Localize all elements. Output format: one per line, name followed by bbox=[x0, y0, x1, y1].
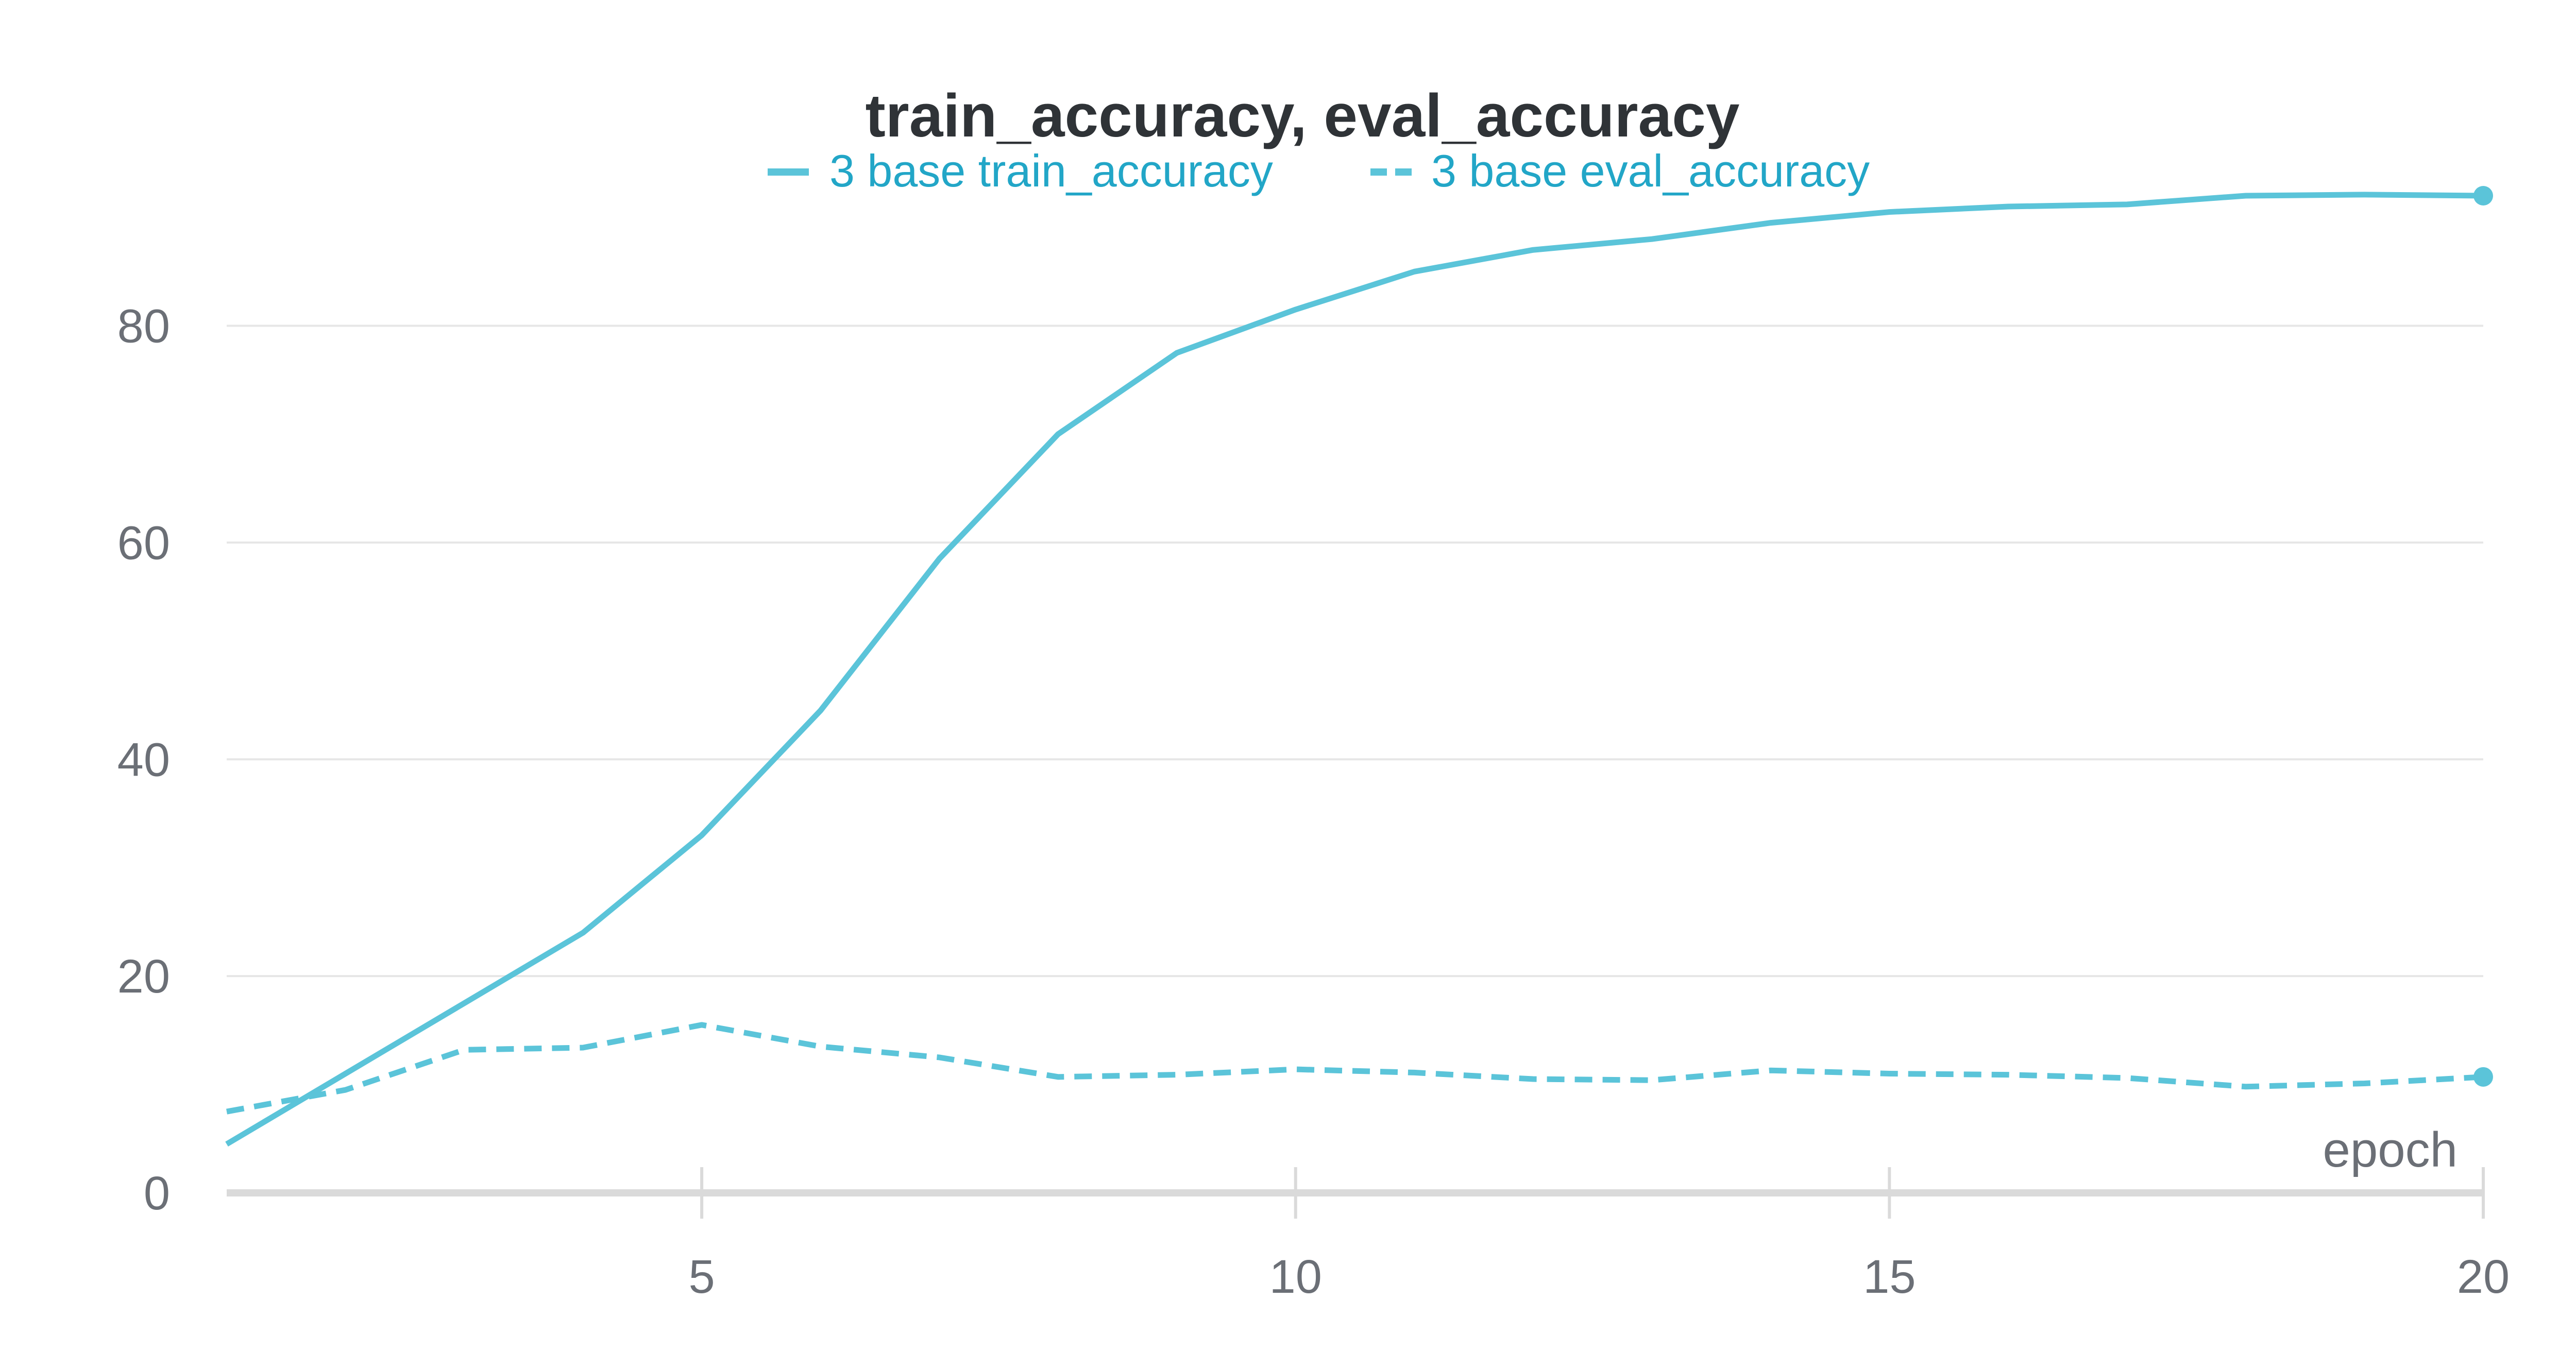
legend-label-0: 3 base train_accuracy bbox=[829, 145, 1273, 196]
x-tick-label: 15 bbox=[1863, 1251, 1916, 1303]
y-tick-label: 0 bbox=[144, 1167, 170, 1220]
axes bbox=[227, 1167, 2485, 1219]
legend-label-1: 3 base eval_accuracy bbox=[1431, 145, 1870, 196]
x-tick-label: 20 bbox=[2457, 1251, 2510, 1303]
y-tick-label: 20 bbox=[117, 950, 170, 1003]
series-group bbox=[225, 186, 2493, 1147]
chart-title: train_accuracy, eval_accuracy bbox=[866, 82, 1740, 150]
tick-labels: 0 20 40 60 80 5 10 15 20 bbox=[117, 300, 2510, 1303]
series-line-0 bbox=[225, 192, 2484, 1147]
x-axis-label: epoch bbox=[2323, 1122, 2458, 1177]
series-end-marker-1 bbox=[2473, 1067, 2493, 1087]
gridlines bbox=[227, 324, 2483, 978]
x-tick-label: 10 bbox=[1269, 1251, 1322, 1303]
y-tick-label: 60 bbox=[117, 517, 170, 569]
series-line-1 bbox=[226, 1022, 2484, 1115]
series-end-marker-0 bbox=[2473, 186, 2493, 206]
legend: 3 base train_accuracy 3 base eval_accurac… bbox=[768, 145, 1870, 196]
x-tick-label: 5 bbox=[689, 1251, 715, 1303]
y-tick-label: 80 bbox=[117, 300, 170, 353]
y-tick-label: 40 bbox=[117, 733, 170, 786]
